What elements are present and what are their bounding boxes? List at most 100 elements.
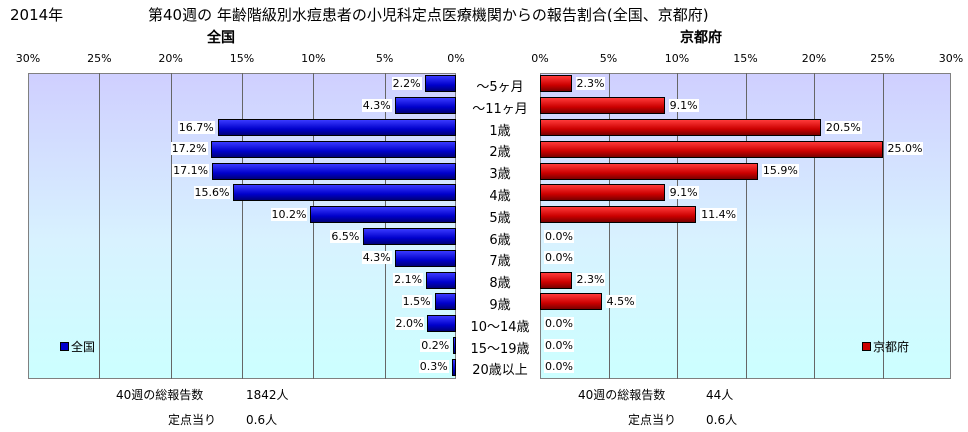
kyoto-value-label: 4.5%	[605, 294, 636, 308]
kyoto-bar	[540, 293, 602, 311]
chart-title: 第40週の 年齢階級別水痘患者の小児科定点医療機関からの報告割合(全国、京都府)	[148, 6, 709, 24]
kyoto-legend-swatch	[862, 342, 871, 351]
national-bar	[212, 162, 456, 180]
national-bar	[427, 315, 456, 333]
national-gridline	[170, 73, 172, 379]
national-value-label: 15.6%	[193, 185, 231, 199]
national-legend-swatch	[60, 342, 69, 351]
national-value-label: 0.2%	[420, 338, 451, 352]
year-label: 2014年	[10, 6, 64, 24]
national-tick-label: 0%	[447, 52, 465, 65]
age-label: 1歳	[489, 123, 511, 139]
age-label: 10～14歳	[470, 319, 530, 335]
kyoto-gridline	[745, 73, 747, 379]
national-bar	[394, 97, 456, 115]
age-label: 4歳	[489, 188, 511, 204]
kyoto-value-label: 0.0%	[544, 316, 574, 330]
kyoto-tick-label: 0%	[531, 52, 549, 65]
national-per-value: 0.6人	[246, 413, 278, 427]
national-bar	[453, 337, 456, 354]
kyoto-bar	[540, 184, 665, 202]
kyoto-bar	[540, 119, 821, 136]
kyoto-value-label: 25.0%	[886, 142, 924, 156]
national-tick-label: 20%	[158, 52, 183, 65]
kyoto-value-label: 9.1%	[668, 185, 699, 199]
kyoto-value-label: 0.0%	[544, 251, 574, 265]
national-total-value: 1842人	[246, 388, 289, 402]
national-bar	[210, 140, 456, 158]
age-label: 7歳	[489, 254, 511, 270]
age-label: 20歳以上	[472, 363, 528, 379]
national-value-label: 17.1%	[172, 164, 210, 178]
national-legend: 全国	[60, 338, 95, 355]
national-tick-label: 10%	[301, 52, 326, 65]
kyoto-bar	[540, 140, 883, 158]
kyoto-legend-label: 京都府	[873, 340, 910, 354]
national-bar	[394, 249, 456, 267]
national-value-label: 10.2%	[270, 207, 308, 221]
national-gridline	[99, 73, 101, 379]
national-value-label: 2.1%	[393, 273, 424, 287]
age-label: 3歳	[489, 167, 511, 183]
kyoto-tick-label: 30%	[938, 52, 964, 65]
national-tick-label: 15%	[229, 52, 255, 65]
kyoto-value-label: 2.3%	[575, 76, 606, 90]
kyoto-tick-label: 5%	[599, 52, 618, 65]
national-value-label: 1.5%	[401, 294, 432, 308]
age-label: 2歳	[489, 145, 511, 161]
kyoto-value-label: 15.9%	[761, 164, 799, 178]
national-bar	[426, 271, 456, 289]
kyoto-tick-label: 10%	[664, 52, 690, 65]
kyoto-gridline	[882, 73, 884, 379]
national-bar	[363, 228, 456, 245]
national-bar	[451, 358, 456, 376]
national-gridline	[313, 73, 315, 379]
kyoto-legend: 京都府	[862, 338, 909, 355]
national-bar	[310, 206, 456, 224]
national-bar	[217, 119, 456, 136]
national-bar	[424, 75, 456, 93]
national-gridline	[384, 73, 386, 379]
kyoto-gridline	[677, 73, 678, 379]
kyoto-total-label: 40週の総報告数	[578, 388, 666, 402]
kyoto-tick-label: 15%	[733, 52, 758, 65]
kyoto-gridline	[608, 73, 610, 379]
kyoto-bar	[540, 162, 758, 180]
kyoto-per-label: 定点当り	[628, 413, 677, 427]
age-label: 6歳	[489, 232, 511, 248]
kyoto-value-label: 11.4%	[700, 207, 738, 221]
national-value-label: 4.3%	[361, 251, 392, 265]
national-value-label: 0.3%	[418, 360, 449, 374]
kyoto-bar	[540, 206, 697, 224]
national-gridline	[242, 73, 243, 379]
kyoto-tick-label: 25%	[870, 52, 895, 65]
national-bar	[434, 293, 456, 311]
kyoto-tick-label: 20%	[801, 52, 827, 65]
national-value-label: 6.5%	[330, 229, 361, 243]
kyoto-value-label: 0.0%	[544, 229, 574, 243]
kyoto-value-label: 0.0%	[544, 360, 574, 374]
kyoto-per-value: 0.6人	[706, 413, 738, 427]
national-value-label: 4.3%	[361, 98, 392, 112]
age-label: 15～19歳	[470, 341, 530, 357]
kyoto-total-value: 44人	[706, 388, 734, 402]
kyoto-gridline	[814, 73, 815, 379]
age-label: 9歳	[489, 297, 511, 313]
kyoto-panel-title: 京都府	[680, 30, 722, 46]
national-value-label: 2.2%	[391, 76, 422, 90]
kyoto-bar	[540, 271, 572, 289]
kyoto-value-label: 20.5%	[824, 120, 862, 134]
national-tick-label: 25%	[87, 52, 112, 65]
national-bar	[233, 184, 456, 202]
kyoto-bar	[540, 97, 665, 115]
national-tick-label: 5%	[375, 52, 394, 65]
kyoto-value-label: 9.1%	[668, 98, 699, 112]
national-legend-label: 全国	[71, 340, 96, 354]
national-value-label: 16.7%	[177, 120, 215, 134]
kyoto-bar	[540, 75, 572, 93]
age-label: 5歳	[489, 210, 511, 226]
national-value-label: 2.0%	[394, 316, 425, 330]
national-per-label: 定点当り	[168, 413, 217, 427]
kyoto-value-label: 2.3%	[575, 273, 606, 287]
national-tick-label: 30%	[15, 52, 41, 65]
